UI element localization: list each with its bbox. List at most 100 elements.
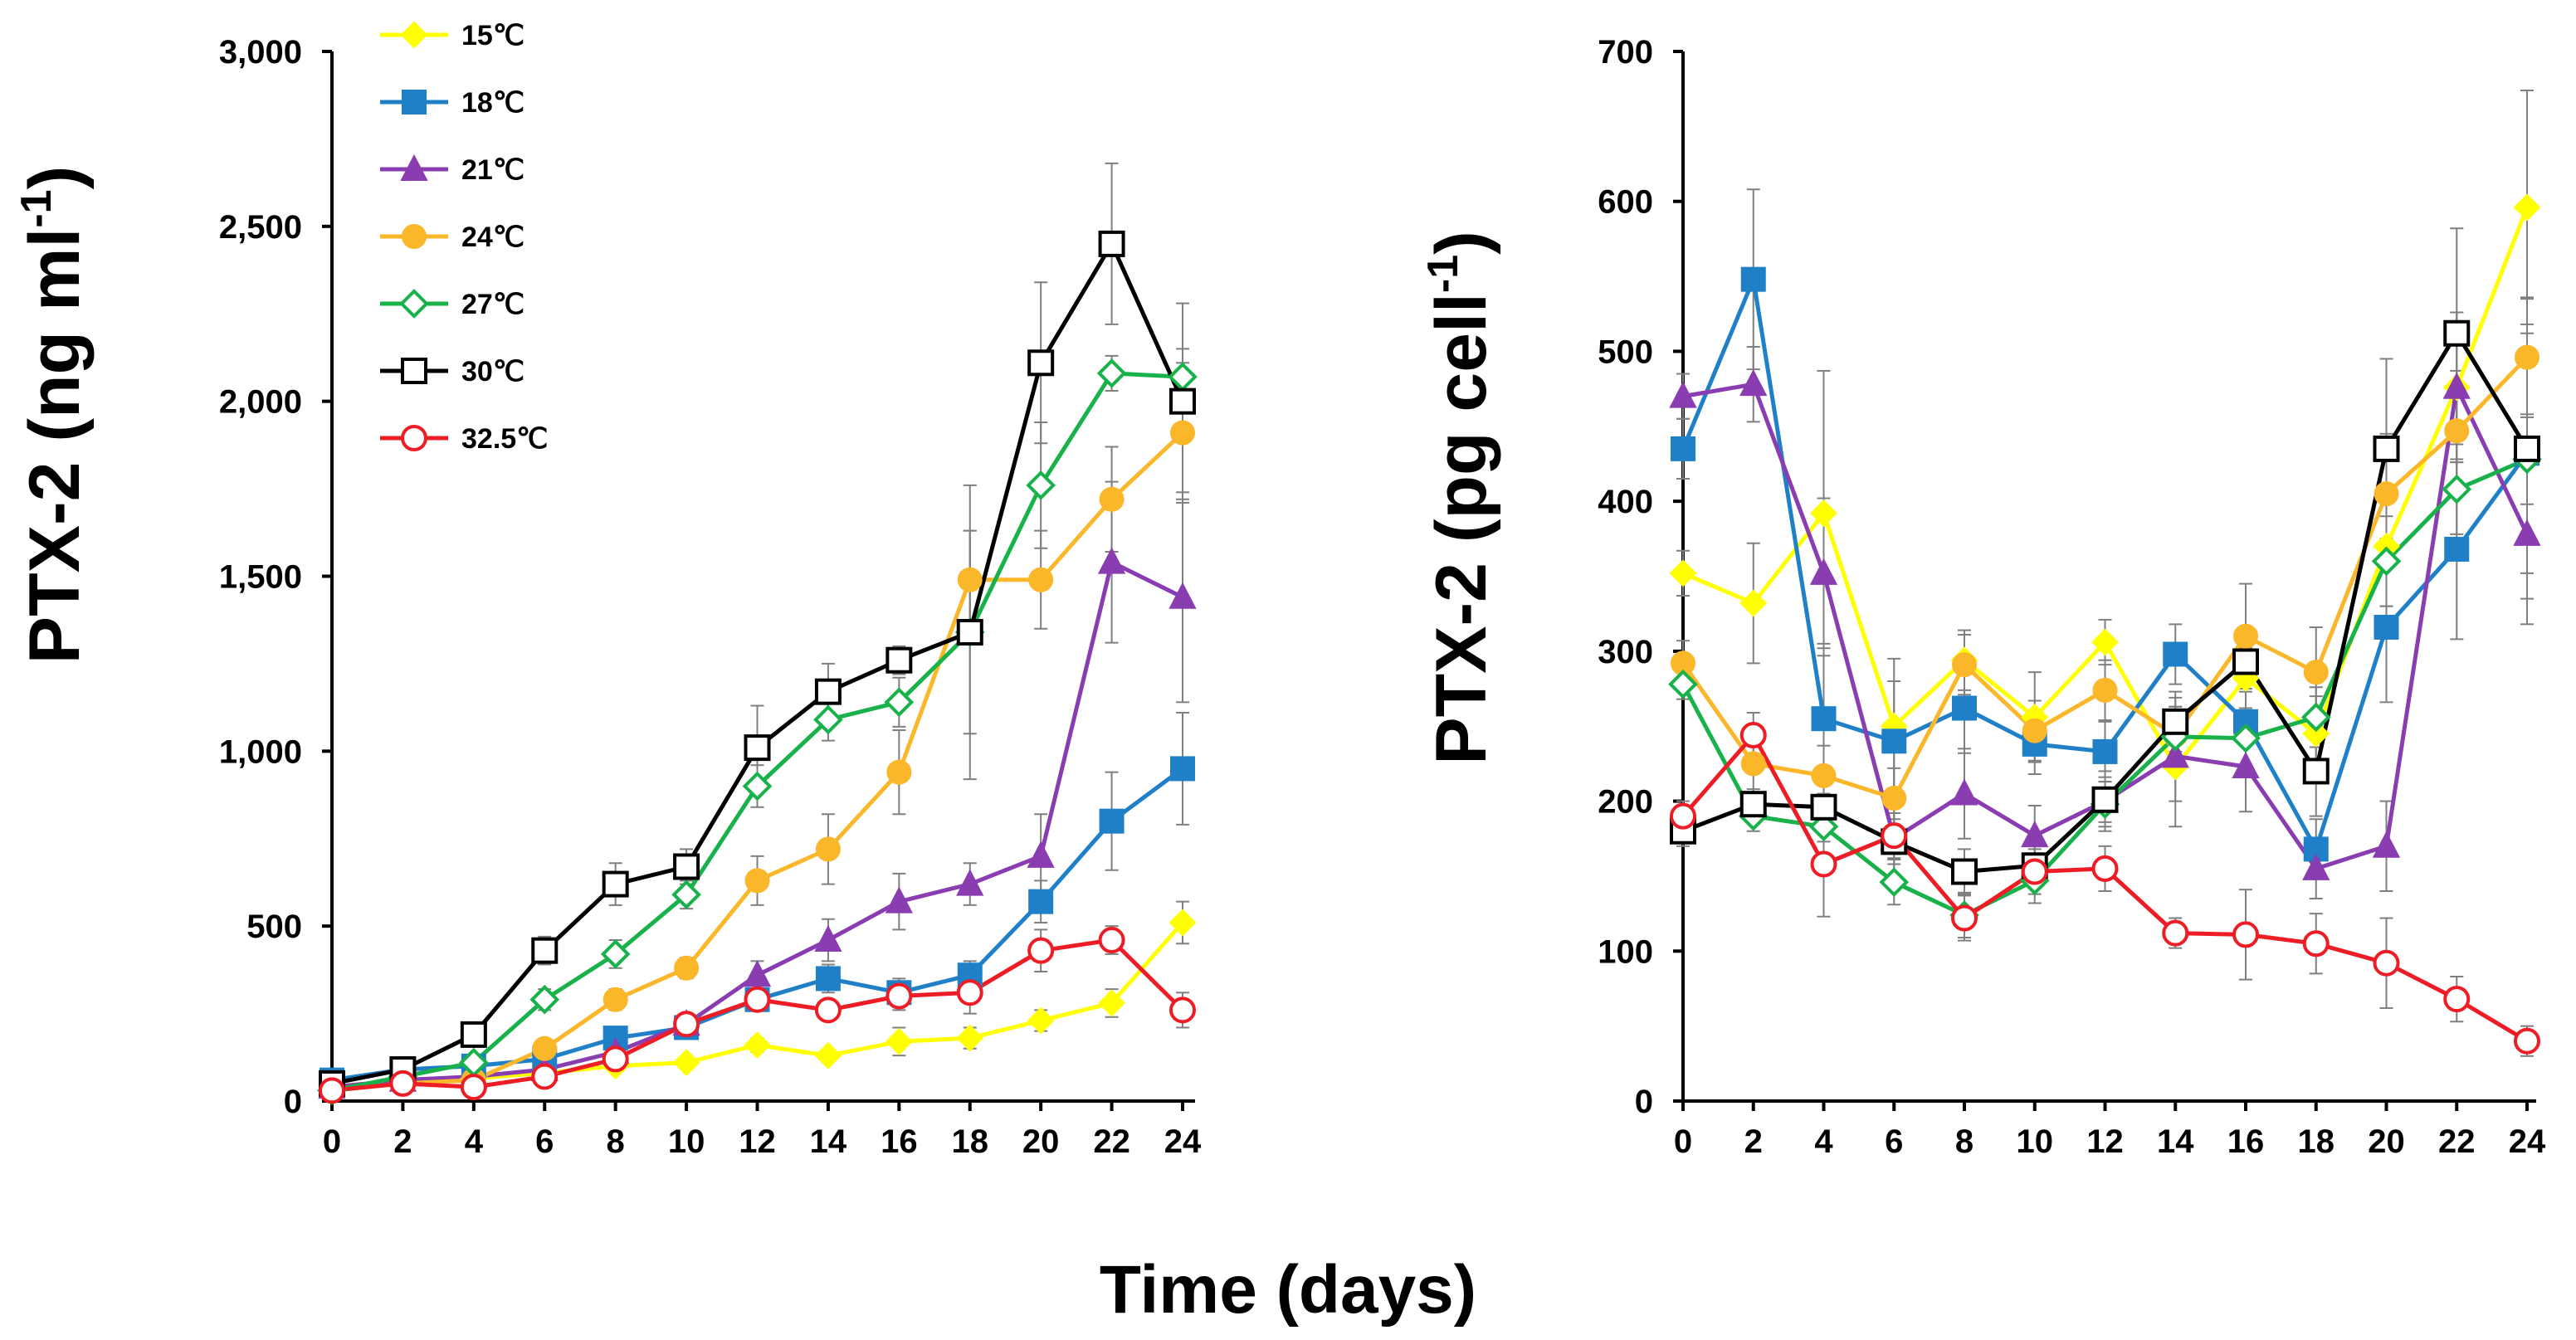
legend-marker: [401, 358, 427, 384]
x-tick-label: 14: [2157, 1123, 2194, 1160]
x-tick-label: 22: [2438, 1123, 2476, 1160]
legend-item: 15℃: [380, 20, 524, 51]
x-tick-label: 4: [1814, 1123, 1833, 1160]
data-point: [1740, 751, 1766, 777]
data-point: [2303, 660, 2329, 685]
data-point: [1028, 889, 1054, 914]
data-point: [460, 1074, 487, 1101]
x-tick-label: 8: [1955, 1123, 1973, 1160]
data-point: [600, 939, 631, 969]
data-point: [2302, 930, 2330, 957]
x-tick-label: 24: [1164, 1123, 1202, 1160]
y-tick-label: 700: [1598, 34, 1653, 71]
data-point: [2162, 919, 2189, 947]
data-point: [815, 966, 841, 992]
data-point: [1810, 850, 1837, 878]
x-tick-label: 18: [952, 1123, 989, 1160]
data-point: [744, 986, 771, 1013]
data-point: [815, 836, 841, 862]
data-point: [813, 704, 843, 735]
data-point: [674, 955, 700, 981]
data-point: [1881, 728, 1907, 754]
data-point: [531, 937, 559, 964]
data-point: [2091, 855, 2119, 882]
x-tick-label: 18: [2298, 1123, 2335, 1160]
data-point: [2163, 641, 2188, 667]
legend-item: 24℃: [380, 222, 524, 253]
data-point: [744, 1031, 771, 1059]
data-point: [532, 1035, 558, 1061]
data-point: [743, 960, 772, 987]
x-tick-label: 14: [810, 1123, 847, 1160]
legend-item: 18℃: [380, 87, 524, 119]
data-point: [2514, 435, 2540, 462]
data-point: [1027, 841, 1055, 868]
x-tick-label: 20: [1022, 1123, 1060, 1160]
data-point: [2021, 820, 2049, 848]
data-point: [2233, 623, 2258, 649]
x-tick-label: 22: [1093, 1123, 1130, 1160]
y-tick-label: 0: [1635, 1084, 1653, 1120]
data-point: [956, 979, 983, 1006]
data-point: [1099, 808, 1125, 834]
data-point: [1951, 858, 1978, 885]
data-point: [1026, 470, 1056, 500]
data-point: [2371, 546, 2402, 577]
data-point: [1098, 989, 1125, 1017]
data-point: [814, 996, 842, 1024]
data-point: [531, 1063, 559, 1090]
x-tick-label: 24: [2509, 1123, 2546, 1160]
data-point: [2231, 723, 2261, 753]
data-point: [319, 1077, 345, 1104]
data-point: [1169, 387, 1196, 415]
data-point: [1879, 867, 1910, 897]
legend-marker: [400, 153, 428, 181]
data-point: [1952, 695, 1977, 721]
legend-item: 21℃: [380, 153, 524, 186]
y-tick-label: 500: [1598, 334, 1653, 370]
data-point: [2022, 718, 2047, 743]
data-point: [2300, 702, 2331, 733]
data-point: [1739, 369, 1768, 397]
data-point: [2442, 474, 2472, 504]
data-point: [2092, 738, 2118, 764]
data-point: [673, 853, 700, 880]
x-tick-label: 12: [2086, 1123, 2124, 1160]
legend-marker: [401, 425, 427, 451]
y-tick-label: 100: [1598, 933, 1653, 970]
data-point: [1811, 706, 1837, 732]
data-point: [1740, 266, 1766, 292]
y-axis-label: PTX-2 (ng ml-1): [12, 166, 95, 664]
x-tick-label: 8: [607, 1123, 625, 1160]
x-tick-label: 6: [535, 1123, 554, 1160]
data-point: [1950, 778, 1978, 806]
data-point: [2514, 1027, 2540, 1055]
y-tick-label: 600: [1598, 184, 1653, 221]
data-point: [2515, 344, 2539, 370]
data-point: [389, 1070, 417, 1097]
data-point: [1810, 499, 1837, 528]
x-tick-label: 6: [1885, 1123, 1903, 1160]
x-tick-label: 2: [393, 1123, 412, 1160]
legend-marker: [402, 90, 427, 115]
data-point: [1169, 996, 1196, 1024]
legend-label: 32.5℃: [461, 423, 548, 455]
y-axis-label-close: ): [15, 166, 95, 190]
x-tick-label: 0: [323, 1123, 341, 1160]
legend-label: 21℃: [461, 154, 524, 186]
data-point: [2444, 536, 2470, 562]
data-point: [2513, 519, 2541, 546]
data-point: [2232, 921, 2259, 948]
data-point: [2444, 418, 2470, 444]
data-point: [742, 771, 773, 802]
y-axis-label-main: PTX-2 (ng ml: [15, 228, 95, 665]
x-tick-label: 16: [2227, 1123, 2265, 1160]
data-point: [1670, 802, 1696, 830]
series-line: [331, 241, 1185, 1086]
data-point: [2443, 986, 2471, 1013]
data-point: [1809, 558, 1838, 585]
data-point: [2021, 858, 2048, 885]
data-point: [2374, 481, 2399, 507]
data-point: [1811, 763, 1837, 788]
